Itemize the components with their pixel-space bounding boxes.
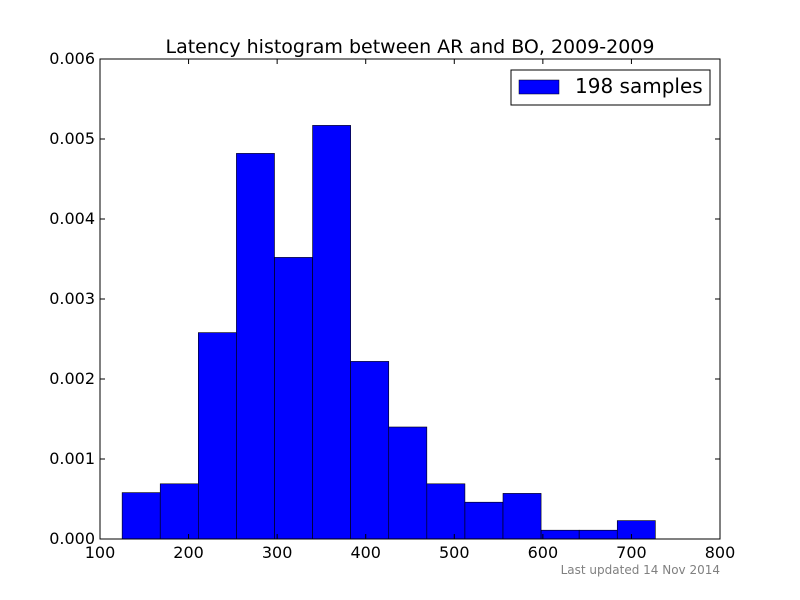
x-tick-label: 600 bbox=[528, 543, 559, 562]
y-tick-label: 0.004 bbox=[49, 209, 95, 228]
histogram-bar bbox=[540, 529, 580, 540]
legend-swatch bbox=[518, 79, 560, 95]
histogram-bar bbox=[426, 483, 466, 540]
y-tick-label: 0.002 bbox=[49, 369, 95, 388]
x-tick-label: 200 bbox=[173, 543, 204, 562]
y-tick-label: 0.006 bbox=[49, 49, 95, 68]
histogram-bar bbox=[578, 529, 618, 540]
bars-group bbox=[121, 125, 656, 540]
legend: 198 samples bbox=[510, 69, 711, 106]
chart-title: Latency histogram between AR and BO, 200… bbox=[165, 36, 654, 58]
histogram-bar bbox=[616, 520, 656, 540]
x-tick-label: 800 bbox=[705, 543, 736, 562]
x-tick-label: 100 bbox=[85, 543, 116, 562]
y-tick-label: 0.000 bbox=[49, 529, 95, 548]
x-tick-label: 300 bbox=[262, 543, 293, 562]
x-tick-label: 500 bbox=[439, 543, 470, 562]
x-tick-label: 400 bbox=[350, 543, 381, 562]
histogram-bar bbox=[236, 153, 275, 540]
histogram-bar bbox=[159, 483, 199, 540]
histogram-bar bbox=[198, 332, 237, 540]
last-updated-note: Last updated 14 Nov 2014 bbox=[561, 563, 720, 577]
histogram-bar bbox=[274, 257, 313, 540]
histogram-bar bbox=[464, 501, 504, 540]
histogram-bar bbox=[350, 361, 390, 540]
y-tick-label: 0.005 bbox=[49, 129, 95, 148]
histogram-bar bbox=[388, 426, 428, 540]
y-tick-label: 0.003 bbox=[49, 289, 95, 308]
histogram-bar bbox=[121, 492, 161, 540]
x-tick-label: 700 bbox=[616, 543, 647, 562]
legend-label: 198 samples bbox=[575, 74, 703, 98]
histogram-bar bbox=[312, 125, 351, 540]
histogram-bar bbox=[502, 493, 542, 540]
y-tick-label: 0.001 bbox=[49, 449, 95, 468]
ticks-group: 100 200 300 400 500 600 700 800 0.000 0.001 0.002 0… bbox=[49, 49, 735, 562]
